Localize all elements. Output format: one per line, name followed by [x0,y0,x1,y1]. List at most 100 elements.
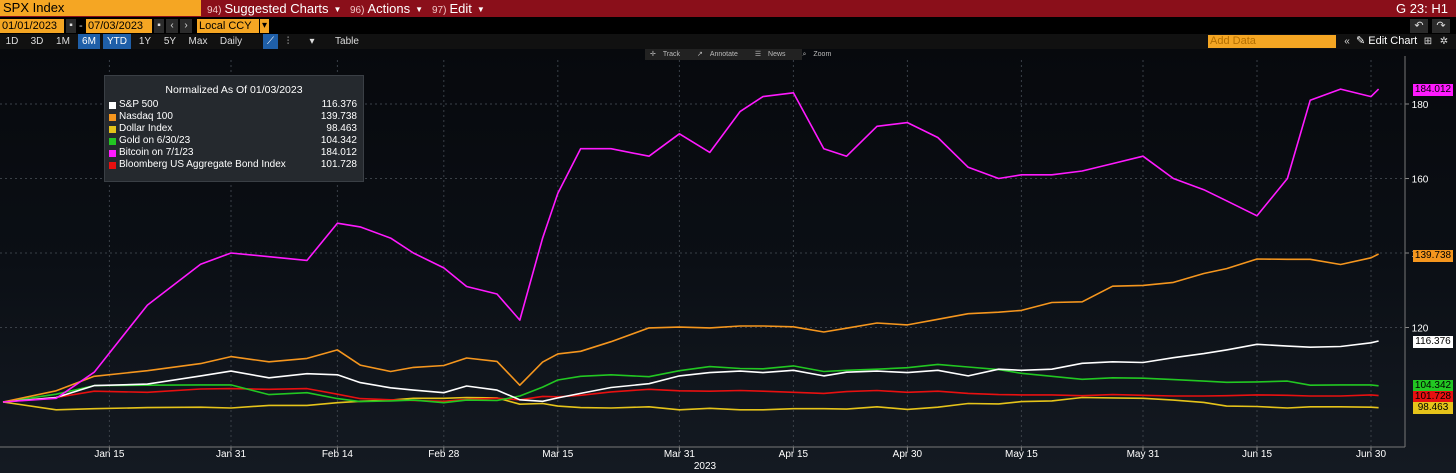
redo-icon[interactable]: ↷ [1432,19,1450,33]
menu-label: Suggested Charts [224,1,329,16]
actions-menu[interactable]: 96) Actions ▼ [350,0,423,17]
legend-series-name: Bloomberg US Aggregate Bond Index [119,159,286,170]
calendar-icon[interactable]: ▪ [66,19,76,33]
more-options-icon[interactable]: ▾ [309,36,315,47]
series-line-bloomberg-us-aggregate-bond-index[interactable] [2,387,1379,403]
date-separator: - [79,20,83,32]
menu-label: Actions [367,1,411,16]
table-button[interactable]: Table [335,36,359,47]
period-ytd[interactable]: YTD [103,34,131,49]
series-line-gold-on-6-30-23[interactable] [2,363,1379,404]
x-tick-label: May 15 [1005,449,1038,460]
period-max[interactable]: Max [188,36,208,47]
legend-item: Bitcoin on 7/1/23 184.012 [105,147,363,159]
menu-label: Edit [449,1,472,16]
gold-last-value-tag: 104.342 [1413,380,1453,392]
top-menu-bar: SPX Index 94) Suggested Charts ▼ 96) Action… [0,0,1456,17]
currency-select[interactable]: Local CCY [197,19,259,33]
x-tick-label: Feb 14 [322,449,354,460]
period-3d[interactable]: 3D [30,36,44,47]
legend-series-name: S&P 500 [119,99,159,110]
frequency-label: Daily [219,36,243,47]
maximize-icon[interactable]: ⊞ [1423,36,1433,47]
legend-series-name: Gold on 6/30/23 [119,135,191,146]
x-tick-label: Apr 15 [779,449,809,460]
period-1y[interactable]: 1Y [138,36,152,47]
period-6m[interactable]: 6M [78,34,100,49]
series-line-nasdaq-100[interactable] [2,253,1379,403]
menu-number: 96) [350,5,365,16]
legend-item: Nasdaq 100 139.738 [105,111,363,123]
prev-arrow-icon[interactable]: ‹ [166,19,178,33]
legend-swatch [109,150,116,157]
legend-swatch [109,162,116,169]
annotate-tool[interactable]: ↗ Annotate [697,51,738,58]
end-date-field[interactable]: 07/03/2023 [86,19,152,33]
x-tick-label: Mar 15 [542,449,574,460]
x-tick-label: Jun 30 [1356,449,1386,460]
collapse-icon[interactable]: « [1344,36,1350,47]
x-axis-title: 2023 [694,461,717,472]
dollar-last-value-tag: 98.463 [1413,402,1453,414]
suggested-charts-menu[interactable]: 94) Suggested Charts ▼ [207,0,341,17]
track-label: Track [662,51,681,58]
period-5y[interactable]: 5Y [163,36,177,47]
undo-icon[interactable]: ↶ [1410,19,1428,33]
y-tick-label: 160 [1412,175,1429,186]
series-line-bitcoin-on-7-1-23[interactable] [2,88,1380,403]
add-data-input[interactable]: Add Data [1208,35,1336,48]
series-line-s-p-500[interactable] [2,340,1379,403]
track-tool[interactable]: ✛ Track [650,51,681,58]
legend-item: Bloomberg US Aggregate Bond Index 101.72… [105,159,363,171]
period-1d[interactable]: 1D [5,36,19,47]
news-tool[interactable]: ☰ News [754,51,786,58]
calendar-icon[interactable]: ▪ [154,19,164,33]
legend-value: 104.342 [320,135,357,146]
caret-down-icon: ▼ [333,5,342,14]
legend-series-name: Bitcoin on 7/1/23 [119,147,194,158]
bitcoin-last-value-tag: 184.012 [1413,84,1453,96]
nasdaq-last-value-tag: 139.738 [1413,250,1453,262]
security-input[interactable]: SPX Index [0,0,201,16]
series-line-dollar-index[interactable] [2,396,1379,411]
chevron-down-icon[interactable]: ▾ [260,19,269,33]
x-tick-label: Jan 15 [94,449,124,460]
bar-chart-icon[interactable]: ⫶ [286,36,290,47]
gear-icon[interactable]: ✲ [1439,36,1449,47]
zoom-tool[interactable]: ⌕ Zoom [802,51,832,58]
bond-last-value-tag: 101.728 [1413,391,1453,403]
x-tick-label: May 31 [1127,449,1160,460]
y-tick-label: 120 [1412,324,1429,335]
edit-chart-button[interactable]: ✎ Edit Chart [1356,34,1417,49]
line-chart-icon[interactable]: ⟋ [263,34,278,49]
legend-value: 98.463 [326,123,357,134]
period-1m[interactable]: 1M [56,36,70,47]
page-id: G 23: H1 [1395,1,1448,16]
caret-down-icon: ▼ [476,5,485,14]
period-bar: 1D 3D 1M 6M YTD 1Y 5Y Max Daily ▼ ⟋ ⫶ ▾ … [0,34,1456,62]
edit-menu[interactable]: 97) Edit ▼ [432,0,485,17]
x-tick-label: Feb 28 [428,449,460,460]
spx-last-value-tag: 116.376 [1413,336,1453,348]
legend-swatch [109,102,116,109]
news-label: News [768,51,786,58]
legend-value: 116.376 [321,99,357,110]
y-tick-label: 180 [1412,100,1429,111]
caret-down-icon: ▼ [415,5,424,14]
start-date-field[interactable]: 01/01/2023 [0,19,64,33]
legend-value: 184.012 [320,147,357,158]
menu-number: 94) [207,5,222,16]
legend-value: 101.728 [320,159,357,170]
edit-chart-label: Edit Chart [1368,35,1418,47]
next-arrow-icon[interactable]: › [180,19,192,33]
legend-item: S&P 500 116.376 [105,99,363,111]
pencil-icon: ✎ [1356,35,1366,47]
chart-tool-bar: ✛ Track ↗ Annotate ☰ News ⌕ Zoom [645,49,831,60]
menu-number: 97) [432,5,447,16]
legend-swatch [109,126,116,133]
zoom-label: Zoom [813,51,832,58]
legend-item: Dollar Index 98.463 [105,123,363,135]
legend-item: Gold on 6/30/23 104.342 [105,135,363,147]
legend-value: 139.738 [320,111,357,122]
